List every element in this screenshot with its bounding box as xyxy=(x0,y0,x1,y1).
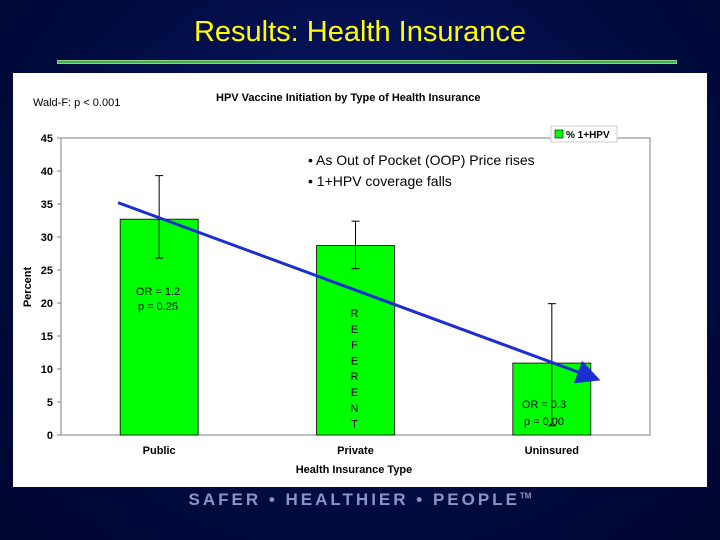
uninsured-or-value: OR = 0.3 xyxy=(522,399,566,411)
bar-chart: Wald-F: p < 0.001 HPV Vaccine Initiation… xyxy=(22,92,651,476)
x-tick-label: Private xyxy=(337,445,374,457)
bar xyxy=(316,245,395,436)
legend-label: % 1+HPV xyxy=(566,130,610,141)
reference-letter: F xyxy=(351,340,358,352)
public-or-note: OR = 1.2 p = 0.25 xyxy=(136,286,180,313)
uninsured-or-note: OR = 0.3 p = 0.00 xyxy=(522,399,566,428)
y-tick-label: 45 xyxy=(41,133,53,145)
chart-title: HPV Vaccine Initiation by Type of Health… xyxy=(216,92,480,104)
reference-letter: R xyxy=(351,308,359,320)
legend: % 1+HPV xyxy=(550,125,618,143)
reference-letter: N xyxy=(351,403,359,415)
chart-panel: Wald-F: p < 0.001 HPV Vaccine Initiation… xyxy=(13,73,707,487)
trademark-mark: TM xyxy=(519,491,532,501)
y-tick-label: 25 xyxy=(41,265,53,277)
y-tick-label: 15 xyxy=(41,331,53,343)
reference-letter: E xyxy=(351,387,358,399)
trend-line xyxy=(117,201,601,384)
legend-swatch xyxy=(554,129,564,139)
public-or-value: OR = 1.2 xyxy=(136,286,180,298)
footer-text: SAFER • HEALTHIER • PEOPLE xyxy=(188,490,520,509)
legend-box xyxy=(550,125,618,143)
test-label: Wald-F: p < 0.001 xyxy=(33,97,120,109)
oop-bullet-1: • As Out of Pocket (OOP) Price rises xyxy=(308,152,535,168)
slide-title: Results: Health Insurance xyxy=(193,16,527,48)
footer-slogan: SAFER • HEALTHIER • PEOPLETM xyxy=(0,490,720,510)
y-tick-label: 0 xyxy=(47,430,53,442)
y-tick-label: 20 xyxy=(41,298,53,310)
public-p-value: p = 0.25 xyxy=(138,301,178,313)
uninsured-p-value: p = 0.00 xyxy=(524,416,564,428)
x-tick-label: Uninsured xyxy=(525,445,579,457)
reference-letter: T xyxy=(351,419,358,431)
x-tick-label: Public xyxy=(143,445,176,457)
reference-letter: E xyxy=(351,324,358,336)
x-axis-label: Health Insurance Type xyxy=(296,464,413,476)
y-tick-label: 30 xyxy=(41,232,53,244)
title-divider xyxy=(57,60,677,64)
y-tick-label: 5 xyxy=(47,397,53,409)
oop-note: • As Out of Pocket (OOP) Price rises • 1… xyxy=(299,147,591,193)
reference-letter: R xyxy=(351,371,359,383)
oop-note-box xyxy=(299,147,591,193)
oop-bullet-2: • 1+HPV coverage falls xyxy=(308,173,452,189)
y-tick-label: 10 xyxy=(41,364,53,376)
y-tick-label: 35 xyxy=(41,199,53,211)
reference-letter: E xyxy=(351,355,358,367)
y-axis-label: Percent xyxy=(22,266,34,307)
y-tick-label: 40 xyxy=(41,166,53,178)
